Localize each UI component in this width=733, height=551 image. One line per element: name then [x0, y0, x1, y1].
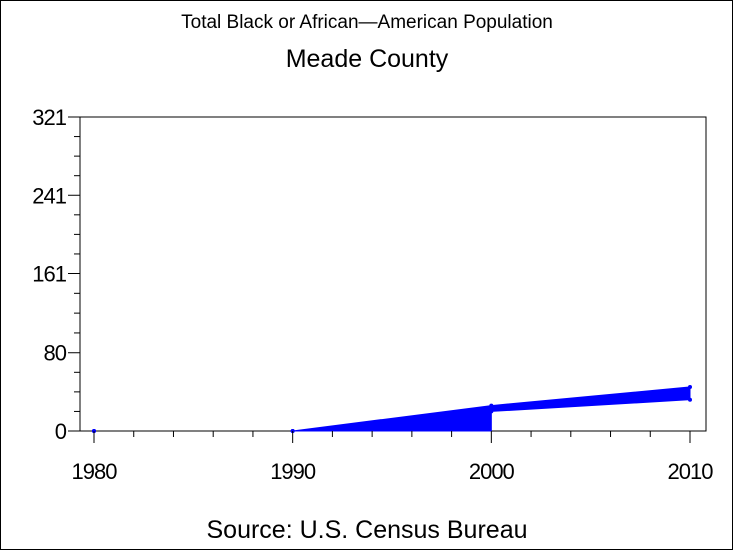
y-tick-label: 0	[55, 419, 67, 444]
chart-title: Total Black or African—American Populati…	[181, 12, 553, 33]
data-point-low	[688, 397, 692, 402]
data-point-high	[688, 384, 692, 389]
series-marks	[92, 384, 692, 433]
y-tick-label: 321	[32, 105, 66, 130]
x-tick-label: 2000	[469, 459, 515, 484]
x-tick-label: 1980	[72, 459, 118, 484]
y-tick-label: 161	[32, 262, 66, 287]
data-point-high	[489, 403, 494, 408]
chart-subtitle: Meade County	[286, 45, 449, 73]
data-point-low	[489, 409, 494, 414]
series-area	[292, 386, 691, 432]
y-tick-label: 241	[32, 183, 66, 208]
y-axis: 0 80 161 241 321	[32, 105, 80, 444]
plot-area	[79, 116, 707, 432]
x-tick-label: 1990	[270, 459, 316, 484]
chart-source: Source: U.S. Census Bureau	[207, 516, 528, 544]
x-tick-label: 2010	[668, 459, 714, 484]
y-tick-label: 80	[44, 341, 67, 366]
x-axis: 1980 1990 2000 2010	[72, 431, 714, 484]
